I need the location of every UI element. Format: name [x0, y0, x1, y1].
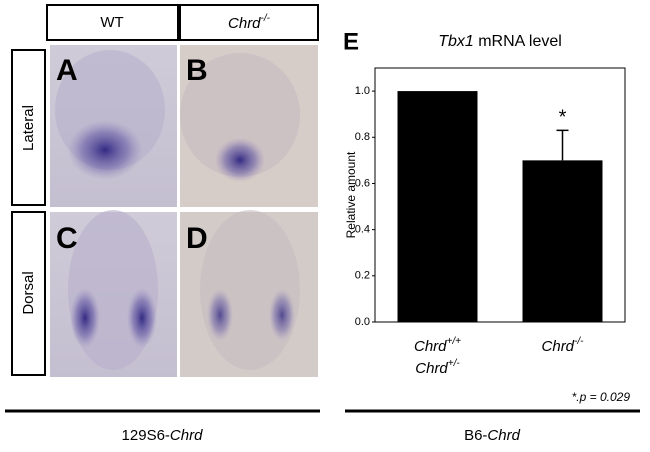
x-tick-label: Chrd+/+ [414, 336, 461, 355]
photo [180, 210, 318, 377]
column-header: Chrd-/- [228, 13, 271, 32]
plot-frame [374, 67, 626, 323]
chart-title: Tbx1 mRNA level [438, 33, 562, 50]
panel-letter: D [186, 222, 208, 255]
header-box [46, 4, 179, 41]
y-tick-label: 0.2 [355, 270, 370, 282]
panel-label: E [343, 28, 359, 55]
bar [522, 160, 603, 322]
strain-label: B6-Chrd [464, 427, 521, 444]
y-tick-label: 1.0 [355, 85, 370, 97]
y-tick-label: 0.4 [355, 224, 370, 236]
panel-letter: C [56, 222, 78, 255]
row-box [11, 211, 46, 376]
label-text: Chrd [414, 338, 447, 355]
note: *.p = 0.029 [572, 390, 631, 404]
label-sup: +/- [448, 358, 461, 369]
row-label: Lateral [20, 105, 37, 151]
label-text: Chrd [415, 360, 448, 377]
photo [50, 45, 177, 207]
bar [397, 91, 478, 322]
strain-label: 129S6-Chrd [122, 427, 204, 444]
photo [50, 210, 177, 377]
label-sup: +/+ [447, 336, 462, 347]
y-tick-label: 0.6 [355, 177, 370, 189]
photo [180, 45, 318, 207]
y-tick-label: 0.0 [355, 316, 370, 328]
header-box [179, 4, 319, 41]
panel-letter: A [56, 54, 78, 87]
x-tick-label: Chrd+/- [415, 358, 460, 377]
row-label: Dorsal [20, 271, 37, 314]
row-box [11, 49, 46, 206]
significance: * [559, 107, 567, 129]
y-axis-label: Relative amount [344, 151, 358, 238]
label-sup: -/- [574, 336, 584, 347]
panel-letter: B [186, 54, 208, 87]
x-tick-label: Chrd-/- [542, 336, 585, 355]
column-header: WT [100, 14, 123, 31]
y-tick-label: 0.8 [355, 131, 370, 143]
label-text: Chrd [542, 338, 575, 355]
